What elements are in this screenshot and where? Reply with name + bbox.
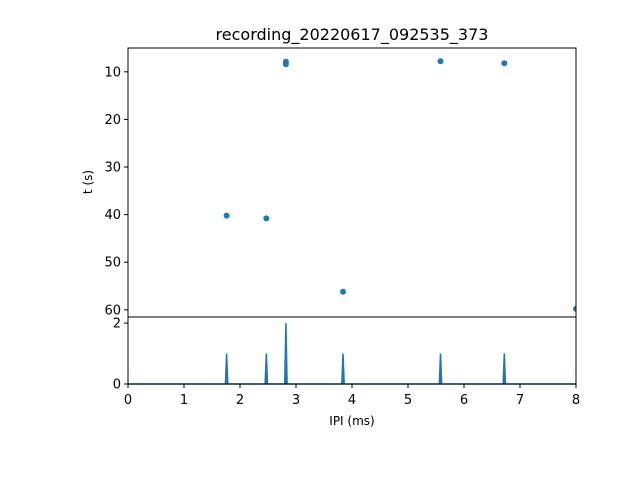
histogram-peak <box>341 353 345 385</box>
x-tick-label: 4 <box>348 393 356 408</box>
x-tick-label: 7 <box>516 393 524 408</box>
x-tick-label: 3 <box>292 393 300 408</box>
scatter-point <box>501 60 508 67</box>
scatter-point <box>340 288 346 295</box>
x-axis-label: IPI (ms) <box>329 414 374 428</box>
y-tick-label: 20 <box>104 113 121 128</box>
y-axis-label: t (s) <box>81 170 95 194</box>
chart-title: recording_20220617_092535_373 <box>216 25 489 45</box>
y-tick-label: 0 <box>113 378 121 393</box>
y-tick-label: 50 <box>104 256 121 271</box>
histogram-peak <box>502 353 507 385</box>
scatter-point <box>282 61 289 68</box>
y-tick-label: 40 <box>104 208 121 223</box>
scatter-point <box>437 58 444 65</box>
x-tick-label: 8 <box>572 393 580 408</box>
scatter-point <box>573 305 576 312</box>
scatter-y-ticks: 10 20 30 40 50 60 <box>104 65 128 318</box>
histogram-peak <box>283 323 288 385</box>
histogram-peak <box>264 353 269 385</box>
y-tick-label: 2 <box>113 317 121 332</box>
y-tick-label: 30 <box>104 161 121 176</box>
x-tick-label: 6 <box>460 393 468 408</box>
scatter-point <box>263 215 270 222</box>
scatter-points <box>223 58 576 312</box>
scatter-point <box>223 212 230 219</box>
x-tick-label: 0 <box>124 393 132 408</box>
x-tick-label: 1 <box>180 393 188 408</box>
histogram-peak <box>224 353 229 385</box>
y-tick-label: 10 <box>104 65 121 80</box>
y-tick-label: 60 <box>104 303 121 318</box>
histogram-peak <box>438 353 443 385</box>
histogram-frame <box>127 316 577 385</box>
histogram-y-ticks: 02 <box>113 317 128 393</box>
x-tick-label: 5 <box>404 393 412 408</box>
histogram-x-ticks: 0 1 2 3 4 5 6 7 8 <box>124 384 580 408</box>
x-tick-label: 2 <box>236 393 244 408</box>
